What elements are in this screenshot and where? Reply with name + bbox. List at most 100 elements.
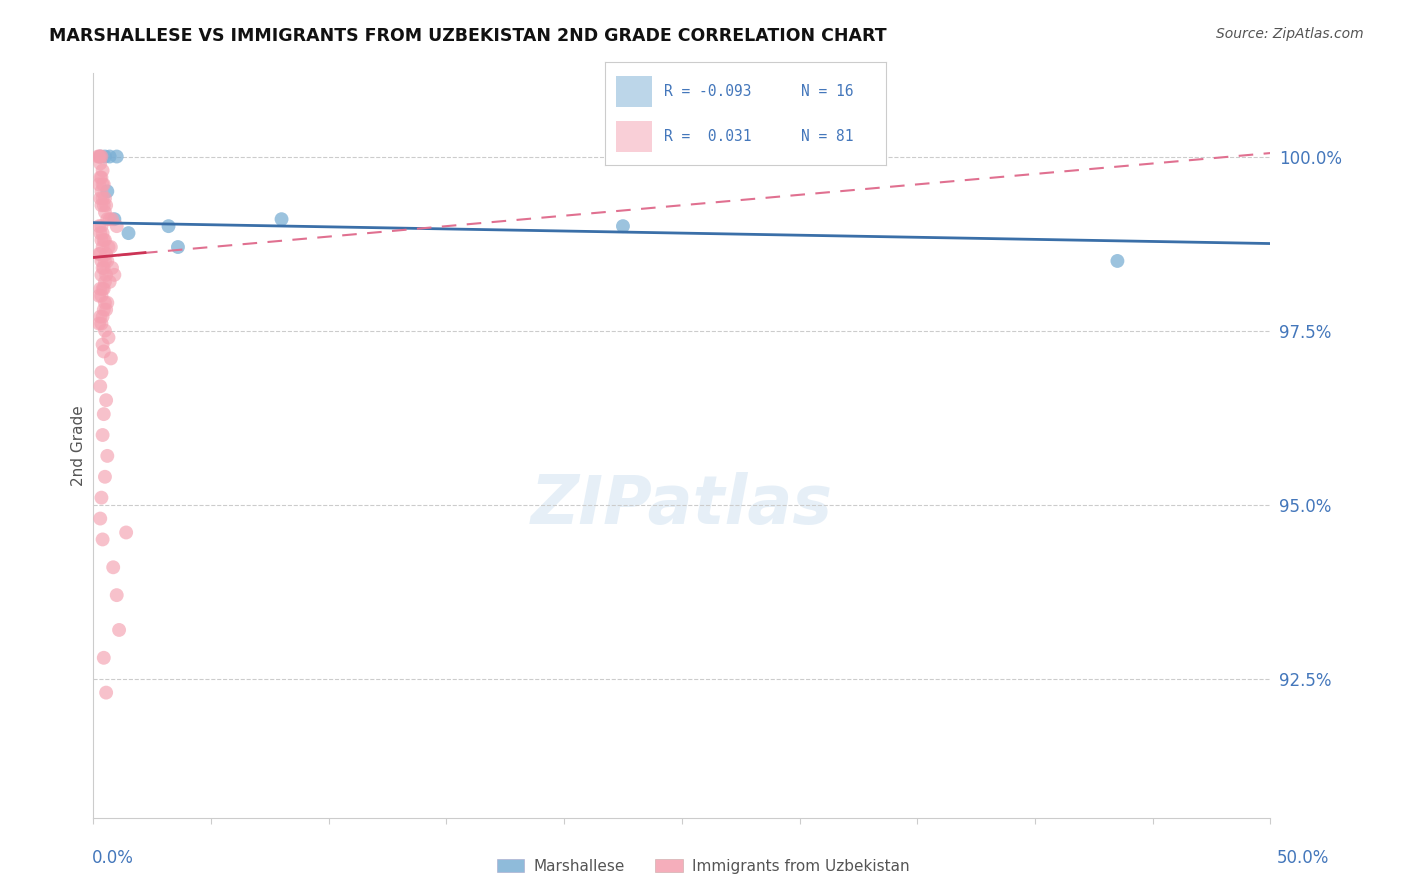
Point — [90, 317, 112, 331]
Point — [105, 149, 128, 163]
Point — [91, 533, 114, 547]
Point — [89, 149, 111, 163]
Point — [90, 170, 112, 185]
Point — [89, 379, 111, 393]
Point — [157, 219, 180, 234]
Point — [94, 254, 117, 268]
Point — [93, 233, 115, 247]
Point — [90, 233, 112, 247]
Point — [100, 240, 122, 254]
Point — [90, 149, 112, 163]
Point — [91, 337, 114, 351]
Point — [101, 260, 124, 275]
Y-axis label: 2nd Grade: 2nd Grade — [72, 405, 86, 486]
Point — [93, 344, 115, 359]
Point — [93, 198, 115, 212]
Point — [91, 240, 114, 254]
Text: 0.0%: 0.0% — [91, 849, 134, 867]
Point — [94, 233, 117, 247]
Point — [108, 623, 131, 637]
Text: 50.0%: 50.0% — [1277, 849, 1329, 867]
Point — [89, 282, 111, 296]
Point — [98, 212, 121, 227]
Point — [117, 226, 139, 240]
Point — [87, 317, 110, 331]
Point — [94, 324, 117, 338]
Point — [87, 289, 110, 303]
Point — [89, 170, 111, 185]
Point — [94, 685, 117, 699]
Point — [94, 295, 117, 310]
Text: R =  0.031: R = 0.031 — [664, 128, 751, 144]
Point — [97, 240, 120, 254]
Point — [612, 219, 634, 234]
Point — [87, 219, 110, 234]
Point — [94, 393, 117, 408]
Point — [93, 178, 115, 192]
Point — [96, 295, 118, 310]
Point — [90, 198, 112, 212]
Point — [90, 491, 112, 505]
Point — [91, 428, 114, 442]
Point — [91, 282, 114, 296]
Text: MARSHALLESE VS IMMIGRANTS FROM UZBEKISTAN 2ND GRADE CORRELATION CHART: MARSHALLESE VS IMMIGRANTS FROM UZBEKISTA… — [49, 27, 887, 45]
Point — [90, 365, 112, 379]
Text: N = 81: N = 81 — [801, 128, 853, 144]
Point — [89, 149, 111, 163]
Point — [115, 525, 138, 540]
Point — [103, 268, 125, 282]
Point — [105, 219, 128, 234]
Point — [87, 247, 110, 261]
Point — [94, 198, 117, 212]
Text: N = 16: N = 16 — [801, 84, 853, 99]
Point — [94, 191, 117, 205]
Point — [90, 219, 112, 234]
Point — [167, 240, 190, 254]
Bar — [616, 76, 652, 106]
Point — [96, 185, 118, 199]
Point — [103, 212, 125, 227]
Point — [93, 650, 115, 665]
Point — [94, 247, 117, 261]
Point — [90, 268, 112, 282]
Point — [87, 149, 110, 163]
Point — [94, 470, 117, 484]
Point — [89, 247, 111, 261]
Point — [94, 205, 117, 219]
Point — [89, 511, 111, 525]
Text: R = -0.093: R = -0.093 — [664, 84, 751, 99]
Point — [91, 191, 114, 205]
Legend: Marshallese, Immigrants from Uzbekistan: Marshallese, Immigrants from Uzbekistan — [491, 853, 915, 880]
Point — [98, 149, 121, 163]
Point — [91, 310, 114, 324]
Bar — [616, 121, 652, 152]
Point — [91, 178, 114, 192]
Point — [94, 275, 117, 289]
Point — [90, 254, 112, 268]
Point — [100, 351, 122, 366]
Point — [105, 588, 128, 602]
Point — [94, 302, 117, 317]
Point — [87, 149, 110, 163]
Point — [90, 185, 112, 199]
Point — [89, 226, 111, 240]
Point — [97, 330, 120, 344]
Point — [96, 212, 118, 227]
Point — [93, 282, 115, 296]
Point — [91, 260, 114, 275]
Point — [93, 407, 115, 421]
Point — [90, 289, 112, 303]
Point — [93, 260, 115, 275]
Text: Source: ZipAtlas.com: Source: ZipAtlas.com — [1216, 27, 1364, 41]
Point — [93, 302, 115, 317]
Point — [96, 449, 118, 463]
Point — [1107, 254, 1129, 268]
Point — [89, 191, 111, 205]
Point — [270, 212, 292, 227]
Point — [89, 156, 111, 170]
Point — [103, 560, 125, 574]
Point — [91, 226, 114, 240]
Point — [89, 310, 111, 324]
Point — [98, 275, 121, 289]
Point — [91, 163, 114, 178]
